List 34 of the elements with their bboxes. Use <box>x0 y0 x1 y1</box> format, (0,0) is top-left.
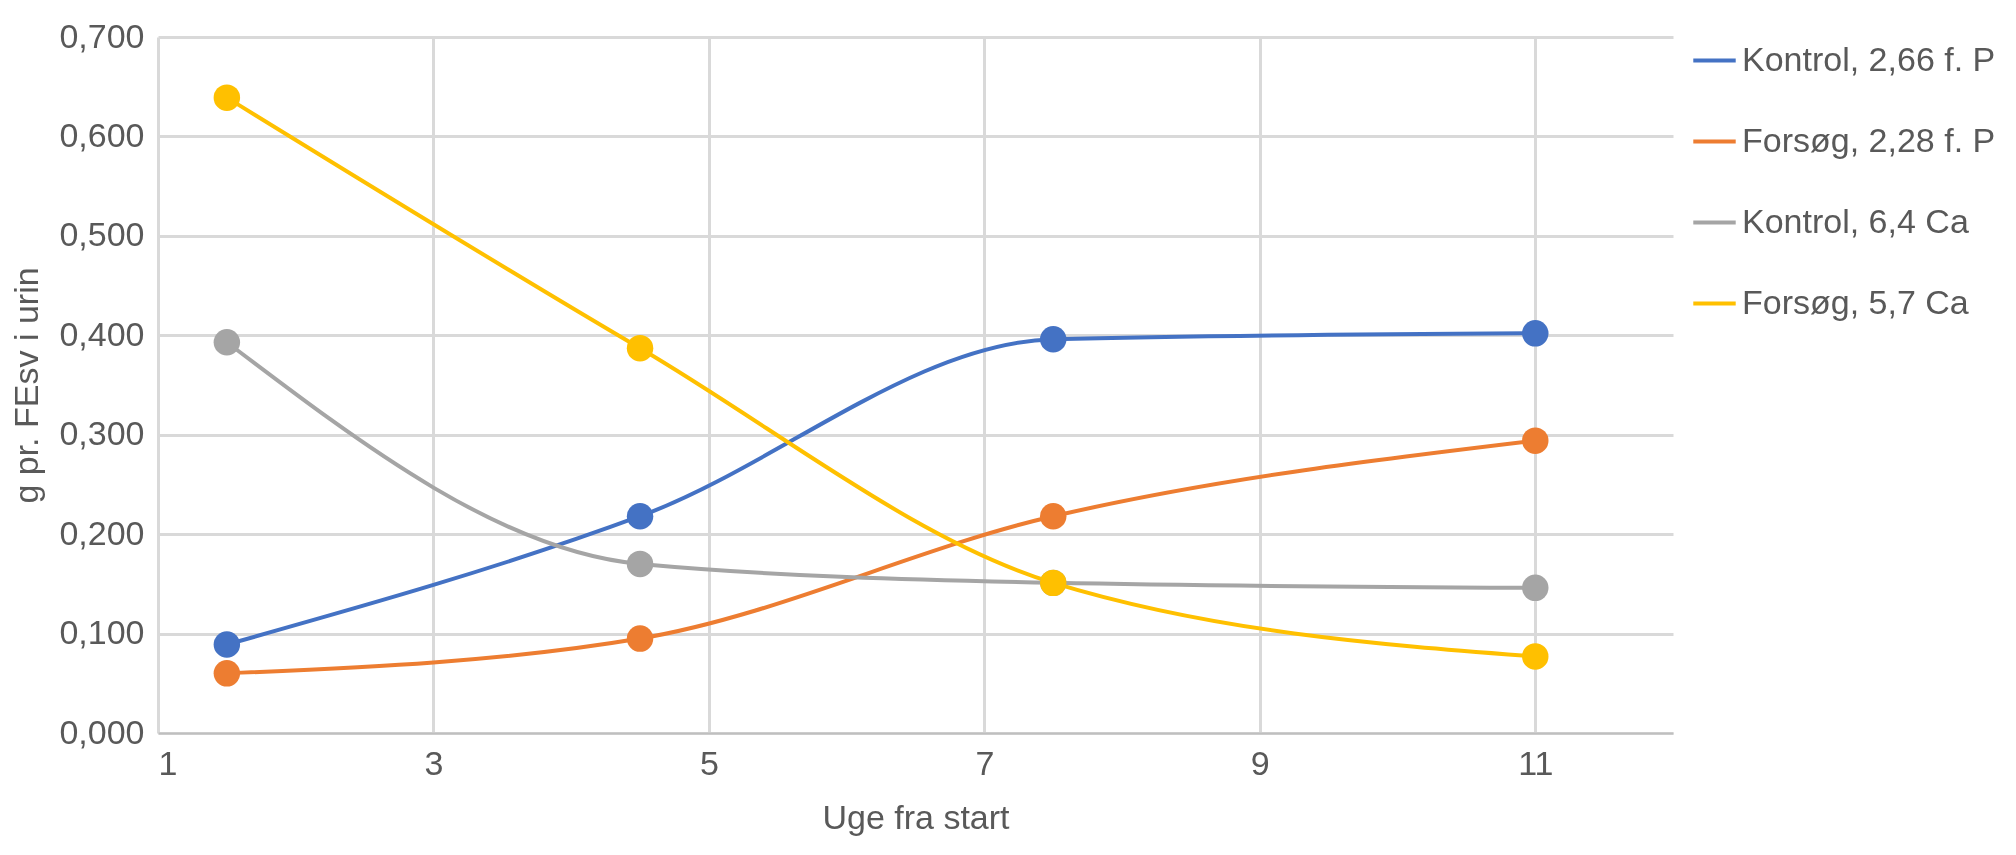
y-tick-label: 0,500 <box>59 215 145 254</box>
legend-label: Forsøg, 2,28 f. P <box>1742 120 1996 159</box>
point <box>1522 574 1549 602</box>
x-tick-label: 3 <box>424 743 444 782</box>
y-tick-label: 0,400 <box>59 314 145 353</box>
legend-label: Forsøg, 5,7 Ca <box>1742 282 1969 321</box>
point <box>1522 427 1549 454</box>
x-tick-label: 11 <box>1518 743 1554 782</box>
y-tick-label: 0,000 <box>59 712 145 751</box>
y-axis-title: g pr. FEsv i urin <box>7 267 46 504</box>
point <box>626 503 654 530</box>
point <box>213 329 241 356</box>
point <box>626 625 654 652</box>
x-tick-label: 9 <box>1250 743 1270 782</box>
point <box>1040 503 1067 530</box>
point <box>626 335 654 362</box>
y-tick-label: 0,700 <box>59 16 145 55</box>
y-tick-label: 0,300 <box>59 414 145 453</box>
x-tick-label: 5 <box>699 743 719 782</box>
x-axis-title: Uge fra start <box>822 797 1011 836</box>
legend-label: Kontrol, 6,4 Ca <box>1742 201 1969 240</box>
point <box>213 631 241 658</box>
point <box>626 550 654 578</box>
point <box>213 660 241 687</box>
point <box>213 84 241 111</box>
y-tick-label: 0,100 <box>59 613 145 652</box>
x-tick-label: 7 <box>975 743 995 782</box>
y-tick-label: 0,200 <box>59 513 145 552</box>
point <box>1040 326 1067 353</box>
x-tick-label: 1 <box>158 743 178 782</box>
point <box>1522 643 1549 670</box>
point <box>1522 320 1549 347</box>
legend-label: Kontrol, 2,66 f. P <box>1742 39 1996 78</box>
y-tick-label: 0,600 <box>59 115 145 154</box>
